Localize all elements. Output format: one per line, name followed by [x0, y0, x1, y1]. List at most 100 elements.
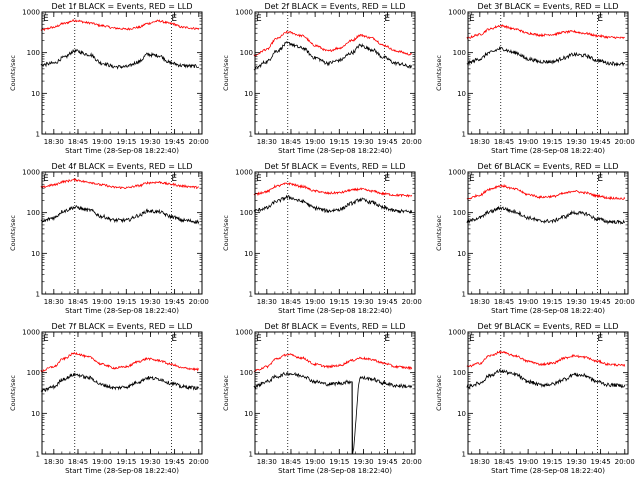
e-marker-label: E [256, 174, 262, 184]
panel-title: Det 6f BLACK = Events, RED = LLD [477, 162, 618, 171]
y-axis-label: Counts/sec [435, 215, 443, 251]
x-tick-label: 19:45 [165, 298, 185, 306]
x-tick-label: 19:15 [542, 298, 562, 306]
x-tick-label: 19:45 [378, 458, 398, 466]
e-marker-label: E [384, 14, 390, 24]
x-tick-label: 19:00 [518, 138, 538, 146]
black-series-line [40, 372, 200, 393]
x-tick-label: 20:00 [189, 298, 209, 306]
y-tick-label: 100 [453, 209, 466, 217]
x-tick-label: 19:30 [353, 138, 373, 146]
x-tick-label: 18:45 [68, 138, 88, 146]
panel-title: Det 8f BLACK = Events, RED = LLD [264, 322, 405, 331]
e-marker-label: E [171, 174, 177, 184]
x-tick-label: 19:30 [566, 458, 586, 466]
plot-frame [41, 11, 203, 135]
y-tick-label: 1 [36, 451, 40, 459]
y-tick-label: 10 [244, 90, 253, 98]
y-tick-label: 100 [27, 369, 40, 377]
panel-title: Det 4f BLACK = Events, RED = LLD [51, 162, 192, 171]
x-axis-label: Start Time (28-Sep-08 18:22:40) [65, 467, 179, 475]
x-tick-label: 20:00 [189, 138, 209, 146]
x-tick-label: 19:45 [591, 138, 611, 146]
e-marker-label: E [171, 14, 177, 24]
e-marker-label: E [171, 334, 177, 344]
y-tick-label: 1000 [235, 329, 253, 337]
x-tick-label: 19:30 [353, 458, 373, 466]
plot-frame [41, 171, 203, 295]
x-tick-label: 20:00 [189, 458, 209, 466]
black-series-line [466, 205, 626, 225]
y-tick-label: 1000 [22, 9, 40, 17]
red-series-line [40, 18, 200, 32]
y-tick-label: 100 [27, 209, 40, 217]
y-tick-label: 10 [457, 250, 466, 258]
x-tick-label: 18:30 [470, 458, 490, 466]
x-tick-label: 20:00 [402, 458, 422, 466]
x-tick-label: 19:45 [165, 458, 185, 466]
x-tick-label: 19:00 [305, 458, 325, 466]
e-marker-label: E [43, 174, 49, 184]
x-tick-label: 19:30 [566, 298, 586, 306]
x-tick-label: 19:45 [378, 298, 398, 306]
x-axis-label: Start Time (28-Sep-08 18:22:40) [491, 147, 605, 155]
black-series-line [466, 368, 626, 390]
x-tick-label: 19:15 [329, 138, 349, 146]
black-series-line [253, 371, 413, 455]
black-series-line [40, 205, 200, 225]
x-tick-label: 18:45 [494, 298, 514, 306]
y-tick-label: 1000 [448, 169, 466, 177]
x-tick-label: 20:00 [402, 138, 422, 146]
e-marker-label: E [43, 14, 49, 24]
x-tick-label: 19:45 [165, 138, 185, 146]
panel-title: Det 2f BLACK = Events, RED = LLD [264, 2, 405, 11]
e-marker-label: E [256, 334, 262, 344]
plot-frame [254, 171, 416, 295]
x-tick-label: 19:30 [140, 138, 160, 146]
y-tick-label: 10 [457, 90, 466, 98]
x-tick-label: 19:30 [353, 298, 373, 306]
x-tick-label: 18:30 [44, 458, 64, 466]
black-series-line [466, 46, 626, 67]
x-axis-label: Start Time (28-Sep-08 18:22:40) [491, 307, 605, 315]
black-series-line [40, 48, 200, 70]
e-marker-label: E [597, 334, 603, 344]
x-tick-label: 19:45 [591, 458, 611, 466]
y-tick-label: 10 [31, 410, 40, 418]
x-tick-label: 19:45 [591, 298, 611, 306]
red-series-line [253, 30, 412, 57]
x-tick-label: 18:45 [281, 138, 301, 146]
y-tick-label: 10 [31, 90, 40, 98]
panel-title: Det 7f BLACK = Events, RED = LLD [51, 322, 192, 331]
e-marker-label: E [384, 174, 390, 184]
y-tick-label: 1000 [235, 9, 253, 17]
x-axis-label: Start Time (28-Sep-08 18:22:40) [278, 307, 392, 315]
x-tick-label: 18:30 [44, 298, 64, 306]
x-tick-label: 18:45 [68, 298, 88, 306]
y-tick-label: 1 [462, 291, 466, 299]
x-tick-label: 18:30 [470, 298, 490, 306]
y-axis-label: Counts/sec [222, 215, 230, 251]
plot-frame [254, 11, 416, 135]
y-axis-label: Counts/sec [222, 375, 230, 411]
y-axis-label: Counts/sec [9, 215, 17, 251]
y-tick-label: 1000 [448, 9, 466, 17]
x-tick-label: 20:00 [615, 138, 635, 146]
x-tick-label: 19:45 [378, 138, 398, 146]
x-tick-label: 19:30 [566, 138, 586, 146]
x-tick-label: 18:30 [44, 138, 64, 146]
x-axis-label: Start Time (28-Sep-08 18:22:40) [278, 467, 392, 475]
plot-frame [41, 331, 203, 455]
x-tick-label: 19:15 [116, 458, 136, 466]
x-tick-label: 19:15 [116, 138, 136, 146]
x-tick-label: 19:00 [305, 298, 325, 306]
y-tick-label: 100 [27, 49, 40, 57]
y-tick-label: 1000 [22, 169, 40, 177]
x-tick-label: 18:30 [257, 138, 277, 146]
y-tick-label: 1 [462, 451, 466, 459]
red-series-line [40, 351, 200, 373]
x-tick-label: 19:00 [92, 458, 112, 466]
red-series-line [253, 353, 413, 373]
